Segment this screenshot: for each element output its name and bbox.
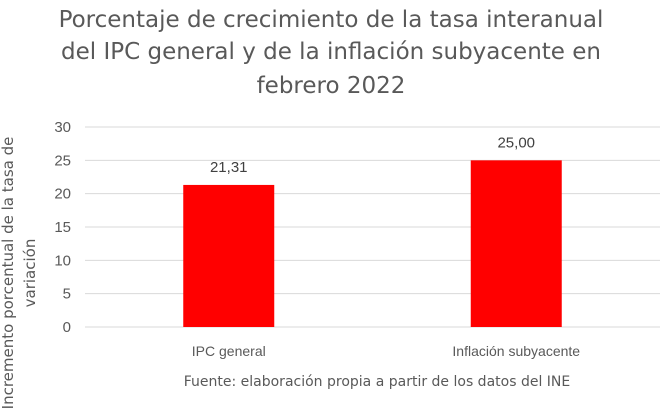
- y-tick-label: 20: [54, 186, 71, 203]
- source-note: Fuente: elaboración propia a partir de l…: [184, 374, 571, 390]
- y-tick-label: 0: [63, 319, 71, 336]
- x-category-label: Inflación subyacente: [452, 343, 580, 359]
- y-tick-label: 5: [63, 286, 71, 303]
- y-axis-title: Incremento porcentual de la tasa de vari…: [0, 137, 39, 410]
- chart-title-line-3: febrero 2022: [257, 73, 406, 99]
- y-axis-title-line-1: Incremento porcentual de la tasa de: [0, 137, 17, 410]
- chart-title-line-1: Porcentaje de crecimiento de la tasa int…: [59, 7, 604, 33]
- y-tick-label: 30: [54, 119, 71, 136]
- y-axis-ticks: 0 5 10 15 20 25 30: [54, 119, 71, 336]
- chart-title: Porcentaje de crecimiento de la tasa int…: [59, 7, 604, 99]
- chart-title-line-2: del IPC general y de la inflación subyac…: [61, 39, 601, 65]
- bar: [183, 184, 275, 327]
- data-label: 21,31: [210, 159, 248, 176]
- data-labels: 21,31 25,00: [210, 134, 535, 176]
- x-axis-categories: IPC general Inflación subyacente: [192, 343, 581, 359]
- gridlines: [85, 126, 660, 328]
- data-label: 25,00: [497, 134, 535, 151]
- y-tick-label: 10: [54, 252, 71, 269]
- bar: [470, 160, 562, 327]
- y-tick-label: 15: [54, 219, 71, 236]
- x-category-label: IPC general: [192, 343, 266, 359]
- y-axis-title-line-2: variación: [21, 239, 39, 308]
- y-tick-label: 25: [54, 152, 71, 169]
- bars: [183, 160, 562, 327]
